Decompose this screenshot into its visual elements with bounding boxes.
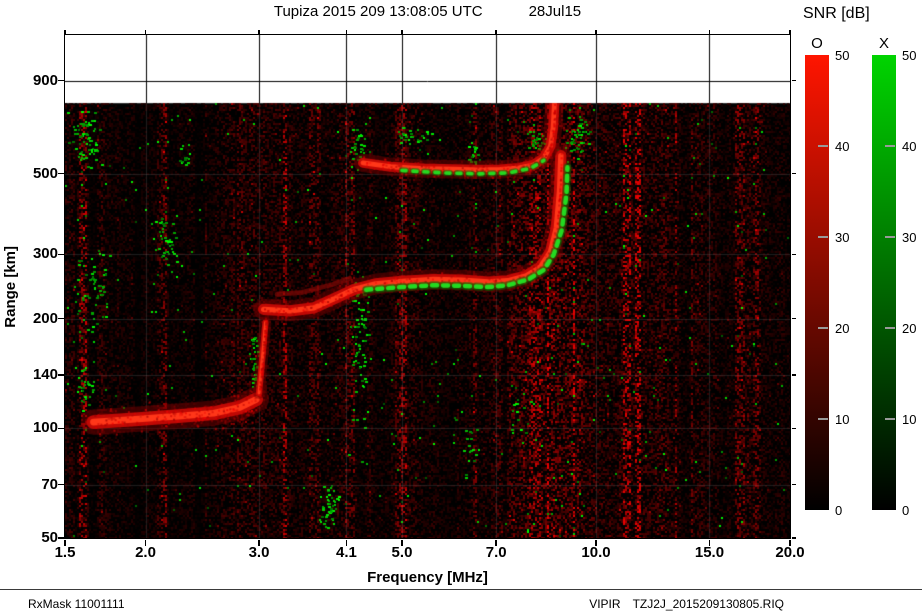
colorbar-tick-label: 20 — [835, 321, 850, 336]
axis-tick — [495, 539, 497, 546]
axis-tick — [345, 539, 348, 546]
y-tick-label: 500 — [32, 164, 58, 182]
axis-tick — [64, 29, 66, 34]
x-tick-label: 1.5 — [54, 544, 76, 561]
colorbar-tick-label: 20 — [902, 321, 917, 336]
axis-tick — [791, 483, 796, 486]
x-tick-label: 2.0 — [135, 544, 156, 561]
plot-title: Tupiza 2015 209 13:08:05 UTC 28Jul15 — [65, 3, 790, 20]
axis-tick — [57, 79, 64, 82]
y-tick-label: 300 — [32, 245, 58, 263]
axis-tick — [57, 317, 64, 320]
y-tick-label: 100 — [32, 419, 58, 437]
axis-tick — [57, 374, 64, 376]
axis-tick — [57, 483, 64, 486]
x-tick-label: 7.0 — [485, 544, 507, 561]
colorbar-tick-label: 40 — [902, 139, 917, 154]
colorbar-tick-dash — [885, 418, 895, 420]
colorbar-tick-dash — [818, 327, 828, 329]
axis-tick — [791, 374, 796, 376]
axis-tick — [64, 539, 66, 546]
axis-tick — [791, 427, 796, 430]
axis-tick — [789, 29, 791, 34]
colorbar-tick-label: 0 — [902, 503, 910, 518]
x-tick-label: 3.0 — [248, 544, 270, 561]
colorbar-tick-dash — [885, 327, 895, 329]
colorbar-tick-dash — [818, 236, 828, 238]
x-tick-label: 20.0 — [775, 544, 805, 561]
x-tick-label: 4.1 — [336, 544, 357, 561]
axis-tick — [791, 79, 796, 82]
footer: RxMask 11001111 VIPIR TZJ2J_2015209130805… — [0, 589, 922, 614]
data-filename: TZJ2J_2015209130805.RIQ — [632, 597, 784, 611]
axis-tick — [495, 29, 497, 34]
axis-tick — [791, 537, 796, 539]
y-tick-label: 50 — [41, 529, 58, 546]
ionogram-plot-canvas — [65, 35, 790, 538]
axis-tick — [708, 539, 711, 546]
axis-tick — [708, 29, 711, 34]
colorbar-tick-label: 10 — [902, 412, 917, 427]
file-info: VIPIR TZJ2J_2015209130805.RIQ — [589, 597, 784, 611]
axis-tick — [791, 253, 796, 256]
x-tick-label: 15.0 — [694, 544, 725, 561]
title-text: Tupiza 2015 209 13:08:05 UTC — [273, 3, 483, 20]
axis-tick — [144, 539, 147, 546]
axis-tick — [57, 172, 64, 175]
colorbar-tick-label: 10 — [835, 412, 850, 427]
colorbar-tick-dash — [885, 145, 895, 147]
axis-tick — [57, 427, 64, 430]
x-tick-label: 5.0 — [391, 544, 413, 561]
y-axis-title: Range [km] — [0, 35, 20, 538]
colorbar-x-label: X — [878, 35, 889, 52]
y-tick-label: 200 — [32, 309, 58, 327]
axis-tick — [595, 539, 597, 546]
colorbar-tick-label: 50 — [902, 48, 917, 63]
axis-tick — [144, 29, 147, 34]
instrument-name: VIPIR — [589, 597, 621, 611]
colorbar-o-label: O — [811, 35, 823, 52]
x-axis-title: Frequency [MHz] — [367, 569, 488, 586]
colorbar-tick-dash — [885, 236, 895, 238]
colorbar-tick-label: 30 — [835, 230, 850, 245]
colorbar-tick-label: 0 — [835, 503, 843, 518]
axis-tick — [57, 537, 64, 539]
y-tick-label: 900 — [32, 71, 58, 89]
axis-tick — [595, 29, 597, 34]
title-date: 28Jul15 — [528, 3, 582, 20]
y-tick-label: 140 — [32, 366, 58, 384]
colorbar-title: SNR [dB] — [803, 5, 870, 22]
axis-tick — [401, 539, 403, 546]
colorbar-tick-label: 30 — [902, 230, 917, 245]
axis-tick — [401, 29, 403, 34]
axis-tick — [345, 29, 348, 34]
colorbar-tick-label: 50 — [835, 48, 850, 63]
colorbar-tick-label: 40 — [835, 139, 850, 154]
axis-tick — [57, 253, 64, 256]
axis-tick — [791, 172, 796, 175]
colorbar-tick-dash — [818, 145, 828, 147]
axis-tick — [791, 317, 796, 320]
axis-tick — [789, 539, 791, 546]
colorbar-tick-dash — [818, 418, 828, 420]
axis-tick — [258, 539, 260, 546]
colorbar-o-gradient — [805, 55, 829, 510]
axis-tick — [258, 29, 260, 34]
x-tick-label: 10.0 — [581, 544, 611, 561]
y-tick-label: 70 — [41, 475, 58, 493]
colorbar-x-gradient — [872, 55, 896, 510]
rxmask-text: RxMask 11001111 — [28, 597, 125, 611]
